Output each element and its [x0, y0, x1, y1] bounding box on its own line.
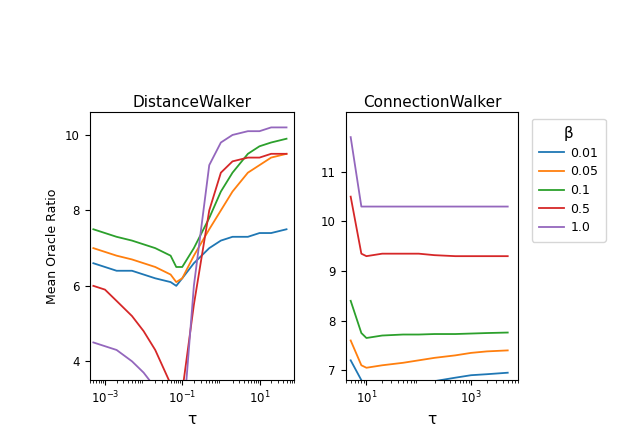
0.05 [415, 358, 422, 363]
1.0 [399, 204, 407, 209]
0.01 [452, 375, 460, 380]
0.05 [358, 363, 365, 368]
0.01 [363, 385, 371, 390]
0.01 [415, 381, 422, 387]
0.5 [358, 251, 365, 256]
0.1 [363, 335, 371, 340]
0.1 [431, 331, 438, 337]
0.01 [483, 372, 491, 377]
0.05 [504, 348, 511, 353]
0.05 [483, 349, 491, 354]
0.1 [452, 331, 460, 337]
0.5 [363, 254, 371, 259]
0.01 [431, 378, 438, 384]
1.0 [504, 204, 511, 209]
1.0 [415, 204, 422, 209]
X-axis label: τ: τ [428, 412, 436, 427]
0.5 [452, 254, 460, 259]
0.05 [378, 363, 386, 368]
Line: 0.5: 0.5 [351, 197, 508, 256]
0.1 [378, 333, 386, 338]
1.0 [452, 204, 460, 209]
Title: DistanceWalker: DistanceWalker [132, 95, 252, 110]
0.1 [415, 332, 422, 337]
Title: ConnectionWalker: ConnectionWalker [363, 95, 501, 110]
Line: 0.05: 0.05 [351, 340, 508, 368]
1.0 [363, 204, 371, 209]
0.05 [347, 338, 355, 343]
0.5 [347, 194, 355, 199]
0.1 [399, 332, 407, 337]
0.5 [504, 254, 511, 259]
1.0 [431, 204, 438, 209]
1.0 [347, 134, 355, 140]
Y-axis label: Mean Oracle Ratio: Mean Oracle Ratio [47, 188, 60, 304]
0.05 [363, 365, 371, 370]
0.5 [467, 254, 475, 259]
0.5 [399, 251, 407, 256]
0.1 [504, 330, 511, 335]
1.0 [358, 204, 365, 209]
0.01 [358, 378, 365, 383]
0.5 [415, 251, 422, 256]
0.01 [347, 358, 355, 363]
1.0 [378, 204, 386, 209]
0.01 [467, 373, 475, 378]
1.0 [467, 204, 475, 209]
0.05 [452, 353, 460, 358]
0.05 [467, 350, 475, 356]
0.01 [399, 384, 407, 389]
0.05 [431, 355, 438, 360]
Legend: 0.01, 0.05, 0.1, 0.5, 1.0: 0.01, 0.05, 0.1, 0.5, 1.0 [532, 118, 606, 241]
0.5 [378, 251, 386, 256]
0.1 [483, 330, 491, 336]
Line: 1.0: 1.0 [351, 137, 508, 206]
0.5 [483, 254, 491, 259]
0.01 [378, 385, 386, 390]
0.5 [431, 253, 438, 258]
X-axis label: τ: τ [188, 412, 196, 427]
0.1 [347, 298, 355, 303]
0.05 [399, 360, 407, 365]
1.0 [483, 204, 491, 209]
Line: 0.01: 0.01 [351, 360, 508, 388]
0.1 [358, 330, 365, 336]
Line: 0.1: 0.1 [351, 301, 508, 338]
0.1 [467, 331, 475, 336]
0.01 [504, 370, 511, 375]
